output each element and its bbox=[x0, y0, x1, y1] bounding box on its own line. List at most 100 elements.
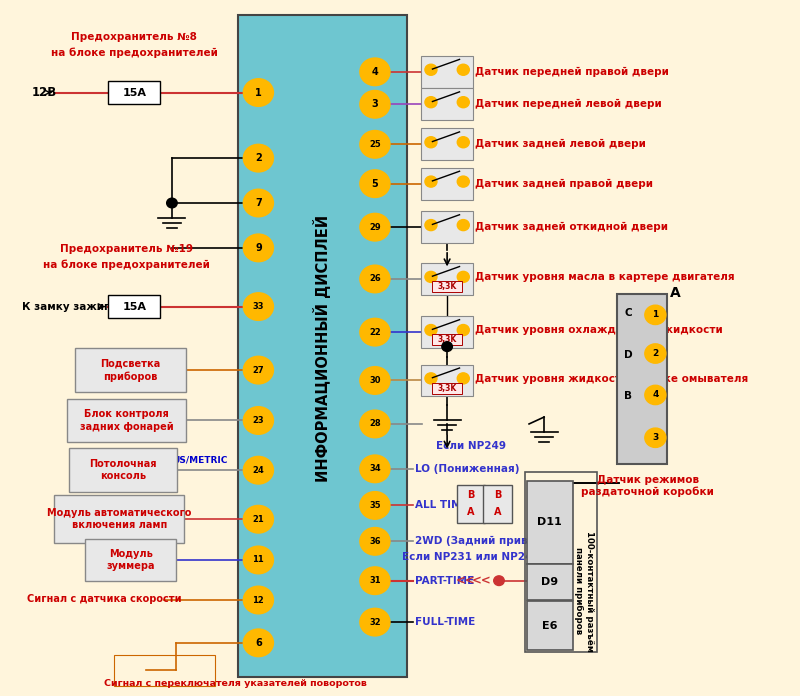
Circle shape bbox=[360, 608, 390, 636]
Text: Модуль автоматического
включения ламп: Модуль автоматического включения ламп bbox=[47, 508, 191, 530]
Circle shape bbox=[425, 97, 437, 108]
Circle shape bbox=[425, 373, 437, 384]
Circle shape bbox=[243, 546, 274, 574]
Circle shape bbox=[458, 64, 470, 75]
Text: 27: 27 bbox=[253, 365, 264, 374]
Circle shape bbox=[458, 219, 470, 230]
Text: A: A bbox=[467, 507, 475, 516]
Text: 4: 4 bbox=[371, 67, 378, 77]
Text: Датчик уровня жидкости в бачке омывателя: Датчик уровня жидкости в бачке омывателя bbox=[475, 373, 748, 383]
Circle shape bbox=[442, 342, 452, 351]
FancyBboxPatch shape bbox=[457, 484, 486, 523]
FancyBboxPatch shape bbox=[527, 564, 573, 600]
FancyBboxPatch shape bbox=[617, 294, 666, 464]
Text: на блоке предохранителей: на блоке предохранителей bbox=[43, 259, 210, 270]
FancyBboxPatch shape bbox=[432, 281, 462, 292]
Text: 2: 2 bbox=[652, 349, 658, 358]
FancyBboxPatch shape bbox=[432, 334, 462, 345]
FancyBboxPatch shape bbox=[67, 399, 186, 442]
Text: 22: 22 bbox=[369, 328, 381, 337]
Text: ALL TIME: ALL TIME bbox=[414, 500, 468, 510]
Circle shape bbox=[243, 293, 274, 320]
Text: D9: D9 bbox=[541, 577, 558, 587]
Text: US/METRIC: US/METRIC bbox=[172, 455, 227, 464]
Text: Сигнал с переключателя указателей поворотов: Сигнал с переключателя указателей поворо… bbox=[105, 679, 367, 688]
Text: 30: 30 bbox=[369, 376, 381, 385]
Circle shape bbox=[458, 97, 470, 108]
Circle shape bbox=[243, 234, 274, 262]
Circle shape bbox=[458, 271, 470, 283]
Text: 15A: 15A bbox=[122, 88, 146, 97]
Circle shape bbox=[360, 58, 390, 86]
Text: К замку зажигания: К замку зажигания bbox=[22, 301, 138, 312]
Text: Датчик передней левой двери: Датчик передней левой двери bbox=[475, 100, 662, 109]
Text: 26: 26 bbox=[369, 274, 381, 283]
Circle shape bbox=[360, 214, 390, 241]
Text: 15A: 15A bbox=[122, 301, 146, 312]
FancyBboxPatch shape bbox=[483, 484, 512, 523]
Circle shape bbox=[243, 144, 274, 172]
Circle shape bbox=[360, 90, 390, 118]
Text: 1: 1 bbox=[255, 88, 262, 97]
Circle shape bbox=[425, 136, 437, 148]
FancyBboxPatch shape bbox=[421, 212, 473, 243]
Text: 21: 21 bbox=[253, 515, 264, 523]
FancyBboxPatch shape bbox=[421, 365, 473, 396]
Text: B: B bbox=[467, 490, 475, 500]
Text: 100-контактный разъём
панели приборов: 100-контактный разъём панели приборов bbox=[574, 530, 594, 651]
FancyBboxPatch shape bbox=[432, 383, 462, 393]
FancyBboxPatch shape bbox=[75, 348, 186, 392]
Text: 32: 32 bbox=[369, 617, 381, 626]
Text: Датчик задней правой двери: Датчик задней правой двери bbox=[475, 179, 653, 189]
Text: 31: 31 bbox=[369, 576, 381, 585]
Circle shape bbox=[494, 576, 504, 585]
Text: 24: 24 bbox=[253, 466, 264, 475]
Text: 28: 28 bbox=[369, 420, 381, 429]
Circle shape bbox=[166, 198, 178, 208]
Circle shape bbox=[645, 428, 666, 448]
FancyBboxPatch shape bbox=[421, 316, 473, 348]
Circle shape bbox=[458, 176, 470, 187]
Text: 34: 34 bbox=[369, 464, 381, 473]
Text: Сигнал с датчика скорости: Сигнал с датчика скорости bbox=[27, 594, 182, 603]
Circle shape bbox=[425, 219, 437, 230]
Circle shape bbox=[360, 318, 390, 346]
Text: Если NP249: Если NP249 bbox=[436, 441, 506, 451]
Text: 35: 35 bbox=[369, 501, 381, 510]
FancyBboxPatch shape bbox=[86, 539, 176, 580]
Circle shape bbox=[425, 271, 437, 283]
Text: 11: 11 bbox=[253, 555, 264, 564]
FancyBboxPatch shape bbox=[109, 81, 160, 104]
Circle shape bbox=[458, 373, 470, 384]
Circle shape bbox=[360, 265, 390, 293]
FancyBboxPatch shape bbox=[421, 263, 473, 295]
Text: 12: 12 bbox=[253, 596, 264, 605]
Text: <<: << bbox=[456, 574, 476, 587]
Circle shape bbox=[243, 505, 274, 533]
Text: 23: 23 bbox=[253, 416, 264, 425]
Text: 3: 3 bbox=[371, 100, 378, 109]
FancyBboxPatch shape bbox=[421, 129, 473, 160]
FancyBboxPatch shape bbox=[238, 15, 407, 677]
Text: Датчик задней откидной двери: Датчик задней откидной двери bbox=[475, 222, 668, 232]
Text: D: D bbox=[624, 350, 633, 360]
Text: Предохранитель №19: Предохранитель №19 bbox=[60, 244, 194, 254]
Text: PART-TIME: PART-TIME bbox=[414, 576, 474, 585]
Circle shape bbox=[425, 176, 437, 187]
Text: Подсветка
приборов: Подсветка приборов bbox=[101, 358, 161, 381]
Text: 5: 5 bbox=[371, 179, 378, 189]
Text: B: B bbox=[624, 391, 632, 402]
Circle shape bbox=[243, 406, 274, 434]
Text: E6: E6 bbox=[542, 622, 558, 631]
Circle shape bbox=[645, 386, 666, 404]
Text: 25: 25 bbox=[369, 140, 381, 149]
Circle shape bbox=[458, 324, 470, 335]
Text: ИНФОРМАЦИОННЫЙ ДИСПЛЕЙ: ИНФОРМАЦИОННЫЙ ДИСПЛЕЙ bbox=[314, 214, 331, 482]
Circle shape bbox=[425, 64, 437, 75]
Circle shape bbox=[645, 305, 666, 324]
Text: Потолочная
консоль: Потолочная консоль bbox=[90, 459, 157, 482]
Text: 12В: 12В bbox=[31, 86, 57, 99]
Text: Датчик уровня масла в картере двигателя: Датчик уровня масла в картере двигателя bbox=[475, 272, 734, 282]
FancyBboxPatch shape bbox=[70, 448, 177, 492]
Text: 1: 1 bbox=[652, 310, 658, 319]
